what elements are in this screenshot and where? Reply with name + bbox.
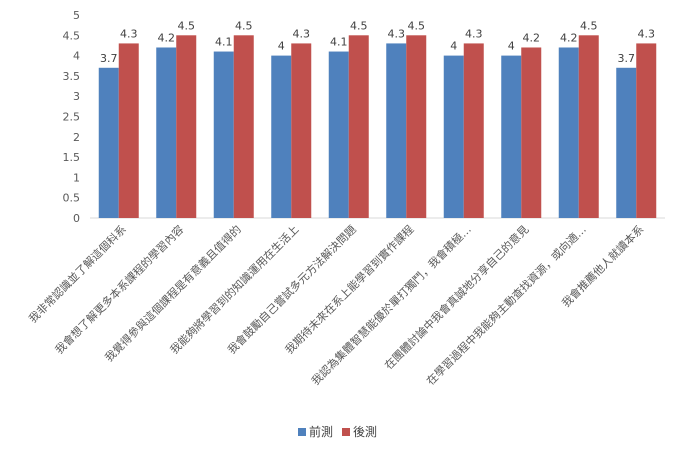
data-label: 4.5 [580,19,598,32]
data-label: 4.5 [350,19,368,32]
data-label: 4.3 [638,27,656,40]
y-tick-label: 1.5 [63,151,81,164]
data-label: 4 [450,40,457,53]
legend-swatch-1 [298,428,306,436]
data-label: 4 [278,40,285,53]
data-label: 4.3 [293,27,311,40]
bar-pre-3 [213,51,234,218]
bar-post-1 [118,43,139,218]
bar-pre-1 [98,67,119,218]
y-tick-label: 4.5 [63,29,81,42]
bar-post-2 [176,35,197,218]
bar-post-8 [521,47,542,219]
y-tick-label: 3.5 [63,70,81,83]
legend-label-2: 後測 [353,425,377,439]
data-label: 4.3 [465,27,483,40]
y-tick-label: 0.5 [63,192,81,205]
y-tick-label: 3 [73,90,80,103]
category-label: 我能夠將學習到的知識運用在生活上 [167,222,301,356]
bar-post-6 [406,35,427,218]
bar-post-3 [233,35,254,218]
y-tick-label: 2.5 [63,111,81,124]
bar-post-10 [636,43,657,218]
data-label: 3.7 [100,52,118,65]
category-label: 我期待未來在系上能學習到實作課程 [282,222,416,356]
bar-post-4 [291,43,312,218]
category-label: 我會想了解更多本系課程的學習內容 [52,222,186,356]
bar-post-5 [348,35,369,218]
bars-group [98,35,657,219]
bar-post-9 [578,35,599,218]
bar-pre-2 [156,47,177,219]
legend: 前測 後測 [298,424,377,439]
data-label: 3.7 [618,52,636,65]
category-label: 我非常認識並了解這個科系 [26,222,129,325]
data-label: 4.5 [235,19,253,32]
legend-swatch-2 [342,428,350,436]
bar-pre-6 [386,43,407,218]
data-label: 4.2 [560,31,578,44]
bar-pre-7 [443,55,464,218]
y-tick-label: 0 [73,212,80,225]
data-label: 4.3 [120,27,138,40]
data-label: 4.2 [158,31,176,44]
bar-pre-9 [558,47,579,219]
data-label: 4 [508,40,515,53]
bar-pre-5 [328,51,349,218]
y-tick-label: 4 [73,50,80,63]
data-label: 4.1 [330,36,348,49]
data-labels-group: 3.74.3 4.24.54.14.544.34.14.54.34.544.344… [100,19,655,64]
bar-pre-4 [271,55,292,218]
bar-pre-10 [616,67,637,218]
data-label: 4.5 [178,19,196,32]
y-axis: 0 0.5 1 1.5 2 2.5 3 3.5 4 4.5 5 [63,9,81,225]
y-tick-label: 5 [73,9,80,22]
y-tick-label: 1 [73,171,80,184]
data-label: 4.1 [215,36,233,49]
data-label: 4.5 [408,19,426,32]
category-labels-group: 我非常認識並了解這個科系我會想了解更多本系課程的學習內容我覺得參與這個課程是有意… [26,222,647,387]
category-label: 我會鼓勵自己嘗試多元方法解決問題 [225,222,359,356]
data-label: 4.3 [388,27,406,40]
legend-label-1: 前測 [309,424,333,439]
bar-pre-8 [501,55,522,218]
data-label: 4.2 [523,31,541,44]
bar-post-7 [463,43,484,218]
y-tick-label: 2 [73,131,80,144]
